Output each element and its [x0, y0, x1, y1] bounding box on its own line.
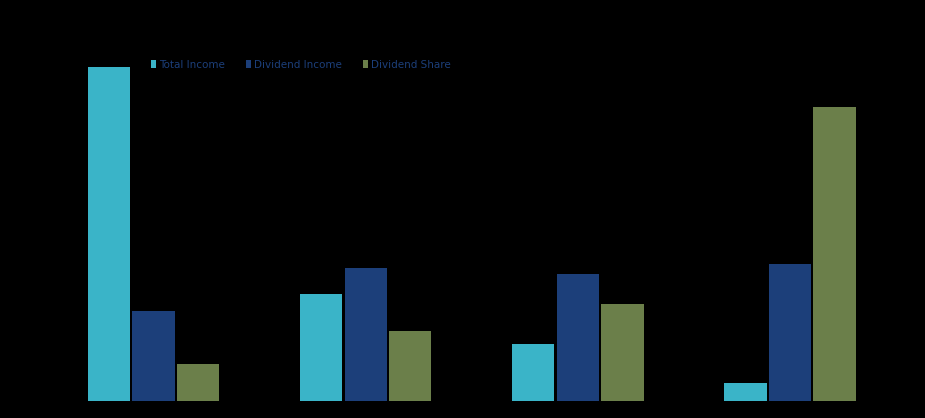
- Bar: [724, 383, 767, 401]
- Bar: [601, 304, 644, 401]
- Bar: [769, 264, 811, 401]
- Bar: [132, 311, 175, 401]
- Bar: [813, 107, 856, 401]
- Bar: [88, 67, 130, 401]
- Bar: [557, 274, 599, 401]
- Bar: [512, 344, 554, 401]
- Bar: [344, 268, 387, 401]
- Legend: Total Income, Dividend Income, Dividend Share: Total Income, Dividend Income, Dividend …: [146, 55, 455, 74]
- Bar: [300, 294, 342, 401]
- Bar: [389, 331, 431, 401]
- Bar: [177, 364, 219, 401]
